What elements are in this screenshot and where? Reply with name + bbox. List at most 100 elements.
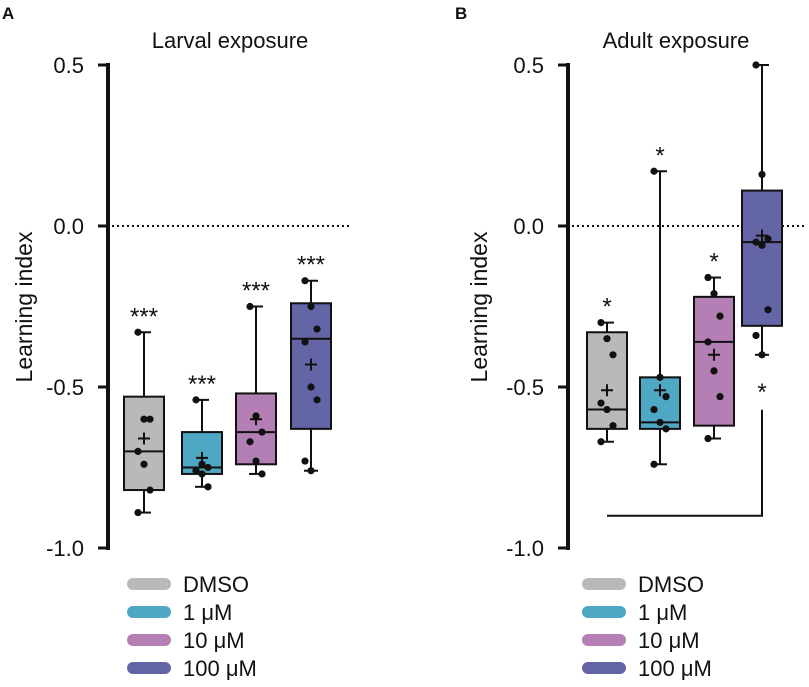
data-point <box>704 434 712 443</box>
data-point <box>313 325 321 333</box>
mean-marker <box>756 229 768 242</box>
y-tick-label: 0.5 <box>53 53 84 78</box>
data-point <box>752 61 760 69</box>
chart-title-adult: Adult exposure <box>603 28 750 53</box>
legend-label-uM100: 100 μM <box>638 656 712 681</box>
panel-letter-a: A <box>2 4 14 23</box>
y-tick-label: -0.5 <box>506 375 544 400</box>
data-point <box>603 405 611 414</box>
data-point <box>140 460 148 468</box>
data-point <box>198 470 206 478</box>
data-point <box>192 396 200 404</box>
data-point <box>204 483 212 491</box>
data-point <box>134 328 142 336</box>
panel-larval-exposure: A Larval exposure Learning index 0.5 0.0 -… <box>2 4 352 561</box>
comparison-bracket <box>607 409 763 517</box>
data-point <box>301 457 309 465</box>
data-point <box>716 393 724 401</box>
data-point <box>704 338 712 346</box>
data-point <box>204 463 212 472</box>
data-point <box>710 367 718 375</box>
y-tick-label: -1.0 <box>506 536 544 561</box>
data-point <box>252 412 260 420</box>
legend-label-dmso: DMSO <box>638 572 704 597</box>
y-axis-label-larval: Learning index <box>11 231 37 382</box>
data-point <box>662 425 670 433</box>
data-point <box>609 351 617 359</box>
data-point <box>764 306 772 314</box>
data-point <box>307 467 315 475</box>
mean-marker <box>654 384 666 397</box>
box-larval-1: *** <box>181 371 223 491</box>
significance-marker: * <box>655 142 664 169</box>
box-adult-0: * <box>586 294 628 446</box>
data-point <box>307 383 315 391</box>
data-point <box>758 241 766 249</box>
iqr-box <box>586 331 628 430</box>
significance-marker: *** <box>242 278 270 305</box>
data-point <box>650 460 658 468</box>
box-adult-1: * <box>639 142 681 468</box>
legend-label-uM10: 10 μM <box>638 628 700 653</box>
data-point <box>716 312 724 320</box>
data-point <box>301 277 309 285</box>
legend-label-uM1: 1 μM <box>638 600 687 625</box>
data-point <box>134 447 142 455</box>
data-point <box>146 486 154 494</box>
data-point <box>134 508 142 517</box>
box-larval-2: *** <box>235 278 277 478</box>
iqr-box <box>693 295 735 427</box>
iqr-box <box>123 395 165 492</box>
data-point <box>301 338 309 346</box>
significance-marker: *** <box>297 252 325 279</box>
data-point <box>597 319 605 327</box>
y-tick-label: 0.0 <box>513 214 544 239</box>
data-point <box>704 273 712 282</box>
data-point <box>758 351 766 359</box>
data-point <box>764 235 772 243</box>
data-point <box>656 373 664 381</box>
box-adult-3 <box>741 61 783 359</box>
iqr-box <box>235 392 277 466</box>
legend-label-uM100: 100 μM <box>183 656 257 681</box>
data-point <box>258 470 266 478</box>
data-point <box>662 393 670 401</box>
bracket-significance-marker: * <box>757 379 766 406</box>
data-point <box>650 167 658 175</box>
y-tick-label: -0.5 <box>46 375 84 400</box>
mean-marker <box>708 348 720 361</box>
y-tick-label: 0.5 <box>513 53 544 78</box>
data-point <box>140 415 148 423</box>
panel-letter-b: B <box>455 4 467 23</box>
data-point <box>313 396 321 404</box>
y-tick-label: -1.0 <box>46 536 84 561</box>
chart-title-larval: Larval exposure <box>152 28 309 53</box>
legend-label-uM1: 1 μM <box>183 600 232 625</box>
mean-marker <box>138 432 150 445</box>
significance-marker: * <box>709 249 718 276</box>
data-point <box>710 290 718 298</box>
data-point <box>603 335 611 343</box>
mean-marker <box>601 384 613 397</box>
data-point <box>758 170 766 179</box>
data-point <box>146 415 154 423</box>
data-point <box>597 438 605 446</box>
data-point <box>246 438 254 446</box>
iqr-box <box>741 189 783 327</box>
box-larval-0: *** <box>123 303 165 517</box>
data-point <box>650 405 658 414</box>
data-point <box>252 457 260 465</box>
data-point <box>597 399 605 407</box>
box-adult-2: * <box>693 249 735 443</box>
data-point <box>752 331 760 340</box>
legend-label-uM10: 10 μM <box>183 628 245 653</box>
legend-label-dmso: DMSO <box>183 572 249 597</box>
mean-marker <box>305 358 317 371</box>
y-tick-label: 0.0 <box>53 214 84 239</box>
data-point <box>609 422 617 430</box>
significance-marker: *** <box>130 303 158 330</box>
data-point <box>258 428 266 436</box>
data-point <box>192 467 200 475</box>
data-point <box>752 238 760 246</box>
